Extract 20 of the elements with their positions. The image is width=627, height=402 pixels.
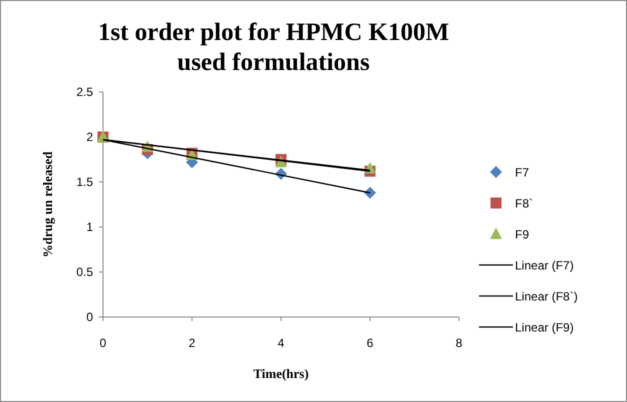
legend-label: F8` <box>515 196 534 210</box>
x-tick-label: 0 <box>100 336 107 350</box>
y-tick-label: 2 <box>86 130 94 144</box>
x-tick-label: 6 <box>366 336 374 350</box>
chart-title: 1st order plot for HPMC K100M used formulations <box>98 19 450 76</box>
x-tick-label: 8 <box>456 336 463 350</box>
legend-label: Linear (F9) <box>515 320 574 334</box>
legend-label: Linear (F7) <box>515 258 574 272</box>
x-tick-label: 2 <box>188 336 196 350</box>
y-tick-label: 1.5 <box>76 175 94 189</box>
y-tick-label: 2.5 <box>76 85 94 99</box>
x-tick-label: 4 <box>278 336 285 350</box>
legend-label: Linear (F8`) <box>515 290 578 304</box>
y-tick-label: 1 <box>86 220 94 234</box>
y-axis-title: %drug un released <box>40 150 55 258</box>
legend-label: F7 <box>515 166 530 180</box>
y-tick-label: 0 <box>86 310 94 324</box>
legend-label: F9 <box>515 228 530 242</box>
y-tick-label: 0.5 <box>76 265 94 279</box>
x-axis-title: Time(hrs) <box>253 366 309 381</box>
